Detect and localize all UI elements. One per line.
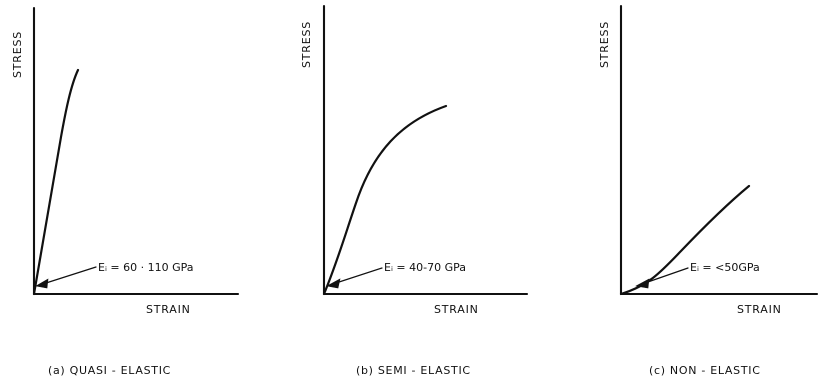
panel-c-curve <box>619 184 751 296</box>
panel-b-curve <box>322 104 448 296</box>
panel-b-annotation: Eᵢ = 40-70 GPa <box>384 261 466 274</box>
panel-a-x-label: STRAIN <box>146 303 191 316</box>
panel-b: STRESS STRAIN Eᵢ = 40-70 GPa (b) SEMI - … <box>300 4 529 377</box>
panel-a-caption: (a) QUASI - ELASTIC <box>48 364 171 377</box>
panel-c-arrowhead <box>635 278 650 289</box>
panel-a-arrowhead <box>35 278 49 289</box>
panel-c: STRESS STRAIN Eᵢ = <50GPa (c) NON - ELAS… <box>598 4 819 377</box>
panel-a-curve <box>32 68 80 296</box>
panel-c-leader-line <box>644 267 689 284</box>
panel-a-leader-line <box>45 266 97 284</box>
panel-a: STRESS STRAIN Eᵢ = 60 · 110 GPa (a) QUAS… <box>11 6 240 377</box>
panel-c-caption: (c) NON - ELASTIC <box>649 364 761 377</box>
panel-a-annotation: Eᵢ = 60 · 110 GPa <box>98 261 194 274</box>
panel-b-x-label: STRAIN <box>434 303 479 316</box>
panel-c-x-label: STRAIN <box>737 303 782 316</box>
panel-b-arrowhead <box>326 278 341 289</box>
panel-b-caption: (b) SEMI - ELASTIC <box>356 364 471 377</box>
panel-b-y-label: STRESS <box>300 21 313 68</box>
panel-b-leader-line <box>335 267 383 284</box>
panel-a-y-label: STRESS <box>11 31 24 78</box>
panel-c-y-label: STRESS <box>598 21 611 68</box>
panel-c-annotation: Eᵢ = <50GPa <box>690 261 760 274</box>
